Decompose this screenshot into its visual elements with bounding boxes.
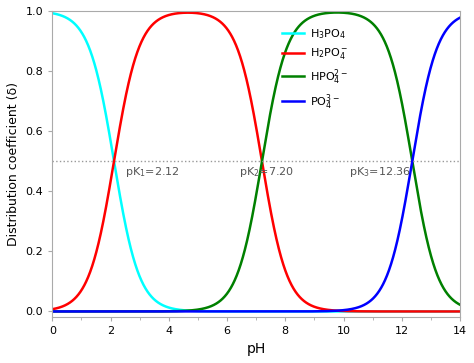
Legend: H$_3$PO$_4$, H$_2$PO$_4^-$, HPO$_4^{2-}$, PO$_4^{3-}$: H$_3$PO$_4$, H$_2$PO$_4^-$, HPO$_4^{2-}$… [277,23,353,116]
H$_2$PO$_4^-$ [445,309,451,314]
HPO$_4^{2-}$ [49,309,55,314]
H$_3$PO$_4$ [237,309,243,314]
PO$_4^{3-}$ [49,309,55,314]
Line: HPO$_4^{2-}$: HPO$_4^{2-}$ [52,12,460,311]
H$_3$PO$_4$ [445,309,451,314]
H$_2$PO$_4^-$ [237,54,243,58]
H$_2$PO$_4^-$ [70,298,76,302]
HPO$_4^{2-}$ [70,309,76,314]
Y-axis label: Distribution coefficient (δ): Distribution coefficient (δ) [7,82,20,246]
H$_3$PO$_4$ [70,20,76,24]
X-axis label: pH: pH [246,342,266,356]
H$_3$PO$_4$ [457,309,463,314]
H$_2$PO$_4^-$ [371,309,376,314]
PO$_4^{3-}$ [70,309,76,314]
HPO$_4^{2-}$ [457,302,463,307]
HPO$_4^{2-}$ [334,10,340,15]
HPO$_4^{2-}$ [237,265,243,269]
Line: H$_2$PO$_4^-$: H$_2$PO$_4^-$ [52,13,460,311]
H$_3$PO$_4$ [49,11,55,15]
H$_3$PO$_4$ [445,309,451,314]
PO$_4^{3-}$ [248,309,254,314]
HPO$_4^{2-}$ [371,22,376,26]
Text: pK$_1$=2.12: pK$_1$=2.12 [125,165,180,179]
HPO$_4^{2-}$ [445,293,451,297]
Text: pK$_2$=7.20: pK$_2$=7.20 [239,165,293,179]
H$_2$PO$_4^-$ [457,309,463,314]
H$_2$PO$_4^-$ [49,307,55,311]
H$_3$PO$_4$ [248,309,254,314]
H$_3$PO$_4$ [371,309,376,314]
H$_2$PO$_4^-$ [248,97,254,101]
H$_2$PO$_4^-$ [185,11,191,15]
PO$_4^{3-}$ [457,16,463,20]
HPO$_4^{2-}$ [248,223,254,227]
H$_2$PO$_4^-$ [446,309,451,314]
PO$_4^{3-}$ [445,25,451,30]
HPO$_4^{2-}$ [446,293,451,297]
PO$_4^{3-}$ [445,26,451,30]
PO$_4^{3-}$ [371,296,376,301]
Line: PO$_4^{3-}$: PO$_4^{3-}$ [52,18,460,311]
Line: H$_3$PO$_4$: H$_3$PO$_4$ [52,13,460,311]
PO$_4^{3-}$ [237,309,243,314]
Text: pK$_3$=12.36: pK$_3$=12.36 [349,165,411,179]
